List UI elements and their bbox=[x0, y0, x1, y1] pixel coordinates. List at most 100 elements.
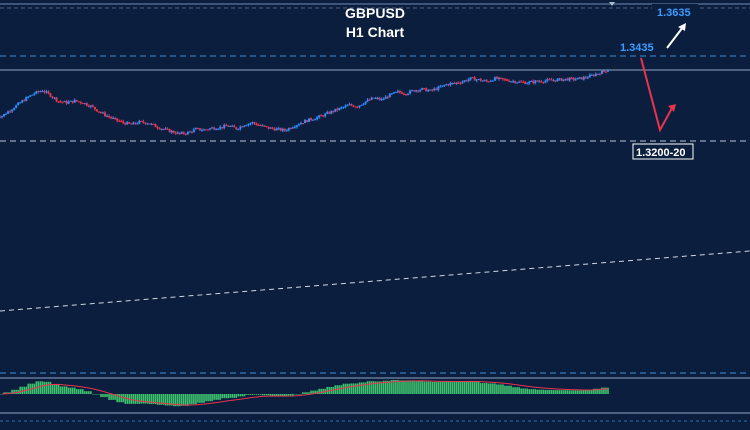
macd-bar bbox=[225, 394, 228, 399]
macd-bar bbox=[170, 394, 173, 406]
macd-bar bbox=[419, 380, 421, 394]
candle-body bbox=[5, 113, 8, 115]
candle-body bbox=[79, 101, 82, 104]
candle-body bbox=[17, 102, 20, 106]
candle-body bbox=[39, 91, 42, 93]
candle-body bbox=[324, 113, 327, 117]
support-label-box bbox=[632, 143, 694, 160]
candle-body bbox=[368, 99, 371, 101]
macd-bar bbox=[411, 380, 413, 394]
macd-bar bbox=[45, 381, 48, 394]
macd-bar bbox=[502, 384, 504, 394]
candle-body bbox=[419, 89, 422, 92]
candle-body bbox=[291, 127, 294, 129]
candle-body bbox=[61, 101, 64, 103]
candle-body bbox=[540, 81, 543, 83]
candle-body bbox=[485, 80, 488, 82]
macd-bar bbox=[320, 388, 322, 394]
macd-bar bbox=[477, 381, 480, 394]
macd-bar bbox=[134, 394, 137, 404]
candle-body bbox=[445, 84, 448, 86]
macd-bar bbox=[27, 383, 30, 394]
macd-bar bbox=[413, 380, 415, 394]
macd-bar bbox=[356, 383, 359, 394]
macd-bar bbox=[481, 383, 484, 394]
macd-bar bbox=[395, 380, 397, 394]
macd-bar bbox=[98, 394, 100, 395]
macd-bar bbox=[203, 394, 205, 403]
candle-body bbox=[241, 126, 244, 128]
candle-body bbox=[433, 88, 436, 91]
macd-bar bbox=[286, 394, 288, 396]
candle-body bbox=[382, 98, 385, 100]
target-label: 1.3635 bbox=[657, 7, 691, 19]
candle-body bbox=[166, 128, 169, 130]
candle-body bbox=[122, 121, 125, 123]
candle-body bbox=[265, 126, 268, 128]
macd-bar bbox=[326, 386, 329, 394]
macd-bar bbox=[160, 394, 163, 405]
candle-body bbox=[522, 81, 525, 83]
candle-body bbox=[15, 105, 18, 109]
candle-body bbox=[269, 127, 272, 129]
candle-body bbox=[198, 128, 201, 131]
macd-bar bbox=[346, 383, 349, 394]
candle-body bbox=[41, 91, 44, 93]
candle-body bbox=[77, 101, 80, 103]
candle-body bbox=[196, 128, 199, 130]
macd-bar bbox=[318, 388, 320, 394]
candle-body bbox=[144, 122, 147, 124]
candle-body bbox=[134, 122, 137, 124]
macd-bar bbox=[587, 389, 589, 394]
candle-body bbox=[9, 111, 12, 113]
macd-bar bbox=[94, 394, 96, 395]
macd-bar bbox=[518, 387, 520, 394]
candle-body bbox=[215, 129, 218, 131]
candle-body bbox=[184, 133, 187, 135]
candle-body bbox=[146, 123, 149, 125]
macd-bar bbox=[90, 391, 92, 394]
candle-body bbox=[467, 79, 470, 81]
macd-bar bbox=[564, 390, 567, 394]
macd-bar bbox=[445, 381, 448, 394]
macd-bar bbox=[475, 381, 478, 394]
macd-bar bbox=[0, 394, 1, 395]
candle-body bbox=[118, 120, 121, 122]
candle-body bbox=[558, 78, 561, 80]
macd-bar bbox=[207, 394, 209, 402]
macd-bar bbox=[79, 389, 82, 394]
candle-body bbox=[578, 77, 581, 79]
macd-bar bbox=[409, 380, 411, 394]
macd-bar bbox=[372, 381, 375, 394]
candle-body bbox=[7, 111, 10, 114]
candle-body bbox=[402, 93, 405, 95]
candle-body bbox=[447, 84, 450, 86]
macd-bar bbox=[348, 383, 351, 394]
candle-body bbox=[67, 101, 70, 104]
macd-bar bbox=[490, 383, 492, 394]
macd-bar bbox=[140, 394, 143, 404]
candle-body bbox=[449, 83, 452, 86]
candle-body bbox=[560, 78, 563, 81]
macd-bar bbox=[417, 380, 419, 394]
support-label: 1.3200-20 bbox=[636, 147, 686, 159]
macd-bar bbox=[106, 394, 108, 398]
candle-body bbox=[530, 80, 533, 82]
candle-body bbox=[489, 80, 492, 82]
macd-bar bbox=[401, 380, 403, 394]
macd-bar bbox=[538, 389, 541, 394]
macd-bar bbox=[239, 394, 242, 397]
candle-body bbox=[267, 126, 270, 129]
candle-body bbox=[142, 121, 145, 123]
macd-bar bbox=[49, 381, 52, 394]
candle-body bbox=[392, 92, 395, 94]
candle-body bbox=[415, 90, 418, 92]
macd-bar bbox=[483, 383, 486, 394]
macd-bar bbox=[437, 381, 440, 394]
candle-body bbox=[314, 119, 317, 121]
candle-body bbox=[69, 100, 72, 102]
candle-body bbox=[453, 82, 456, 84]
candle-body bbox=[55, 97, 58, 102]
macd-bar bbox=[152, 394, 155, 405]
macd-bar bbox=[51, 384, 54, 394]
